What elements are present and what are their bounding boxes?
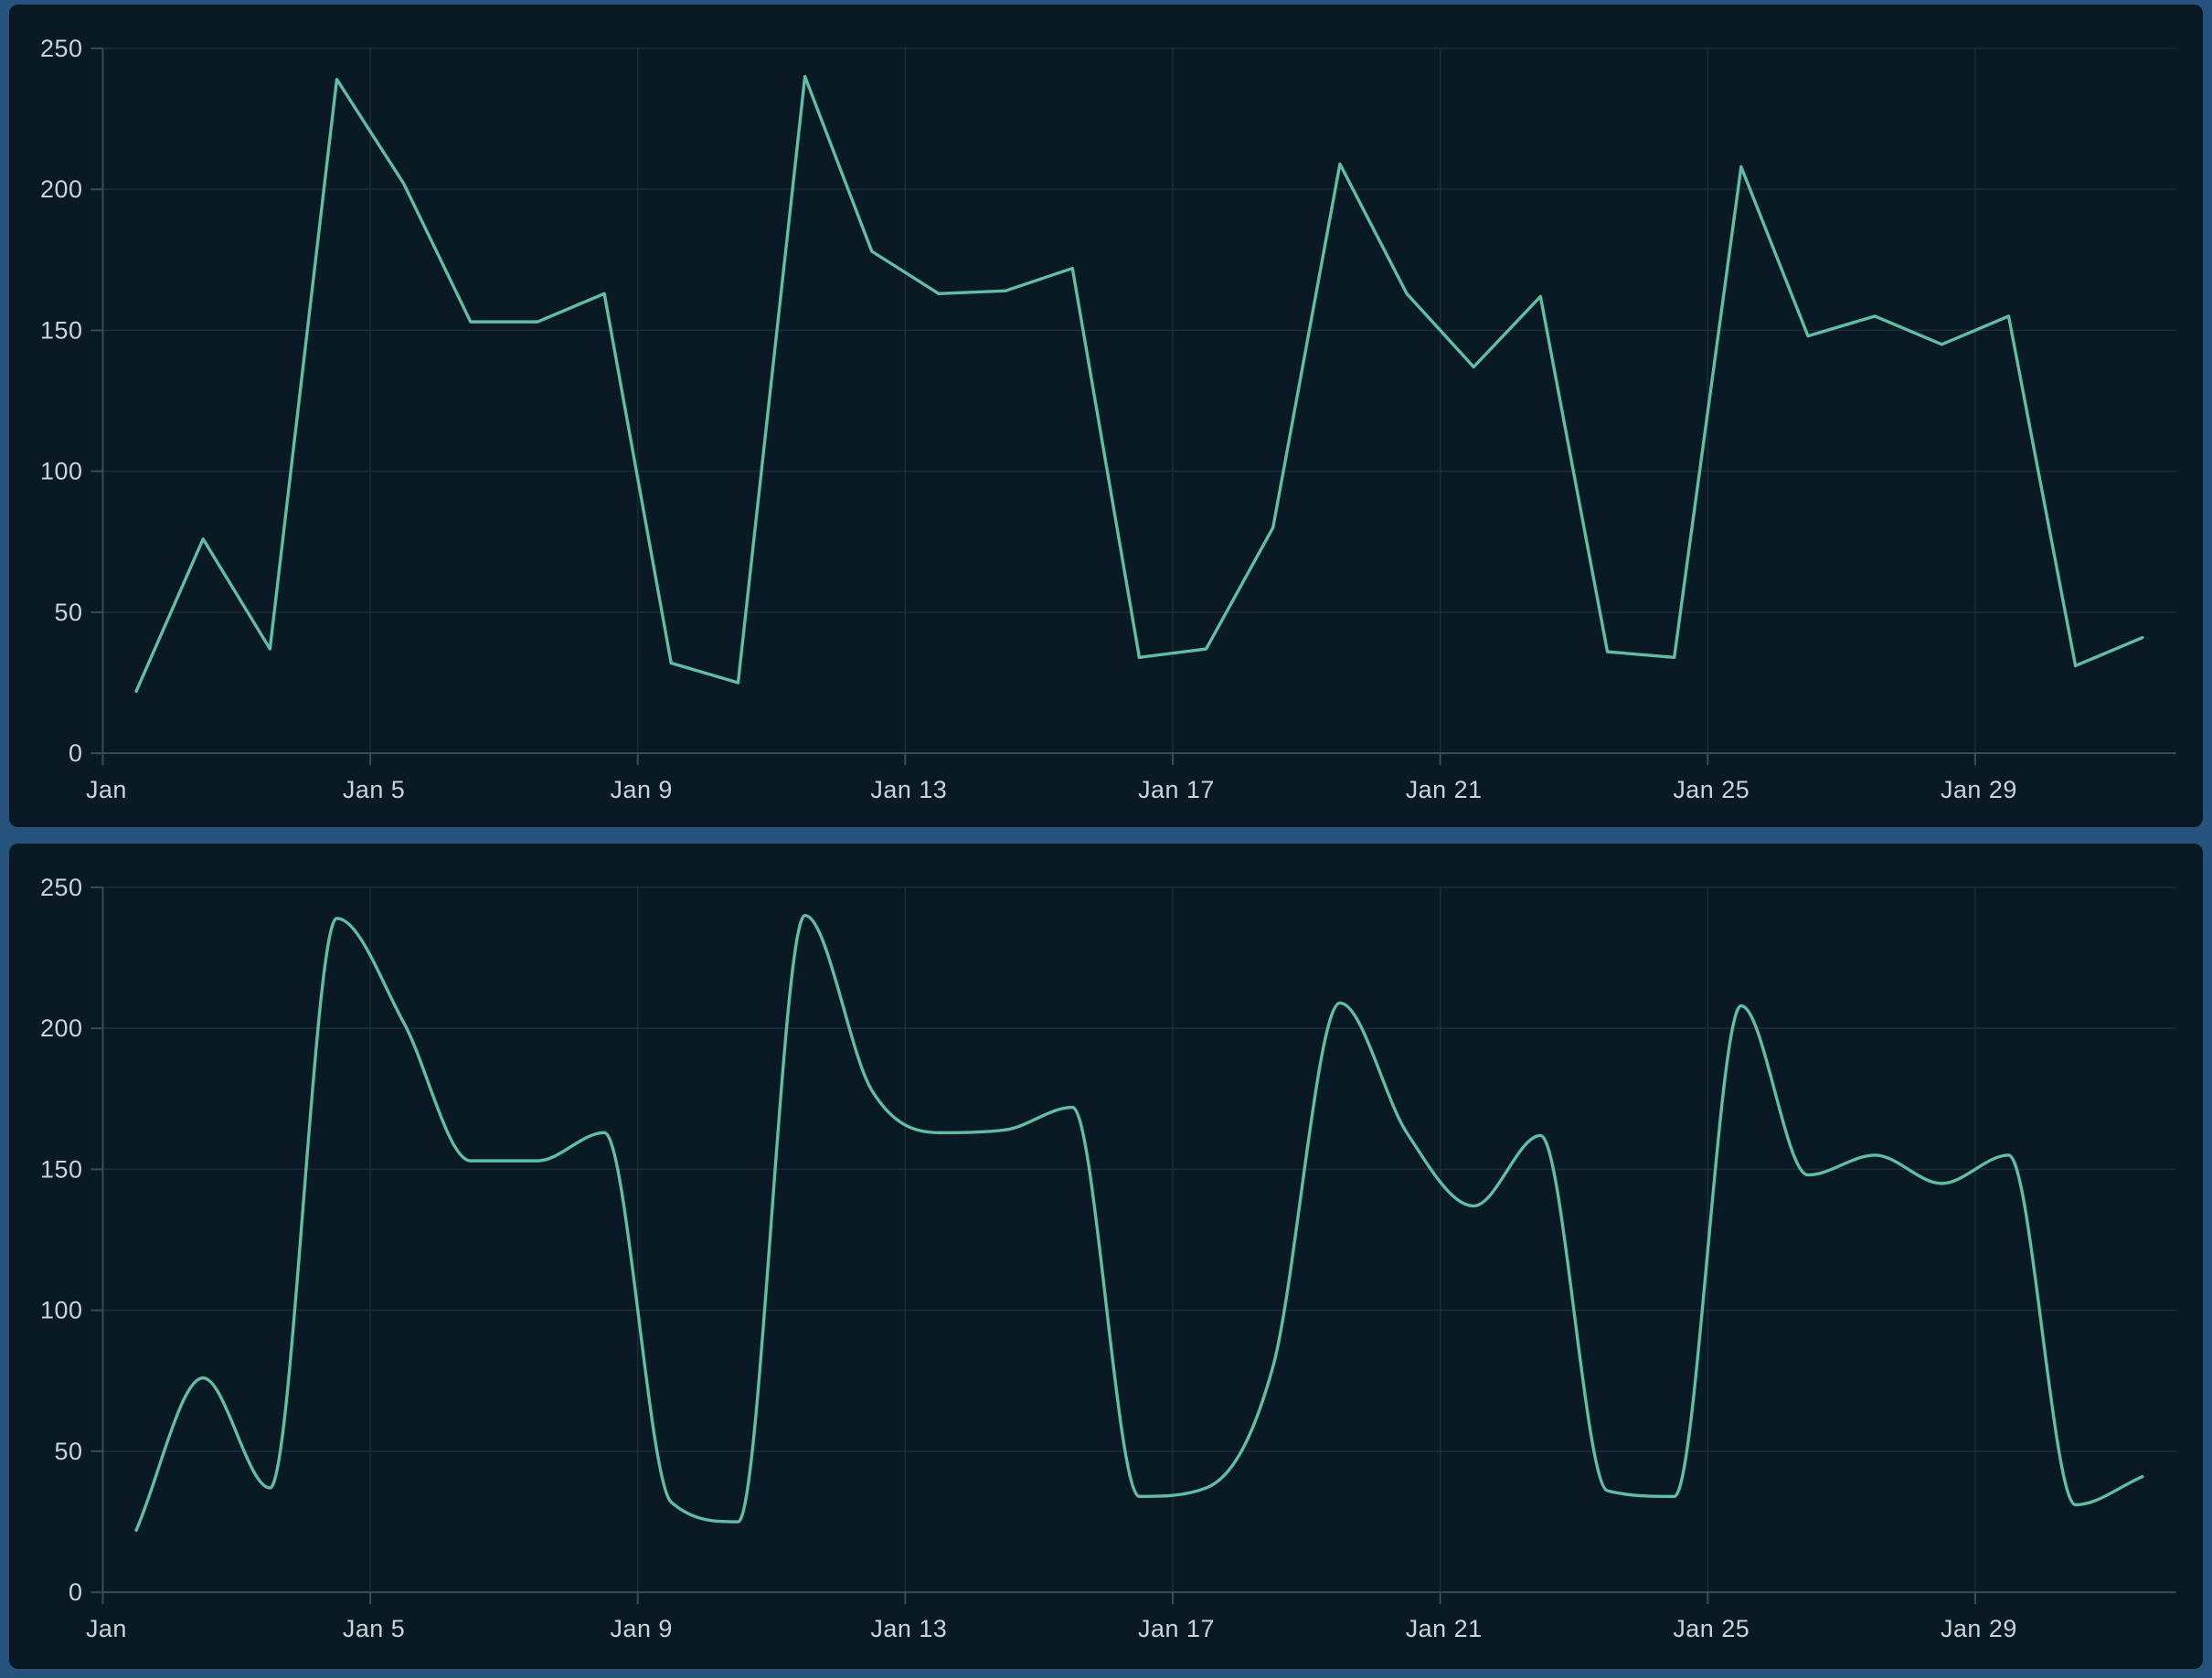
y-axis-labels: 0 50 100 150 200 250 xyxy=(40,35,103,767)
x-tick-label: Jan 17 xyxy=(1138,1615,1215,1642)
line-chart-straight: 0 50 100 150 200 250 Jan Jan 5 Jan 9 Jan 13 Jan 17… xyxy=(40,35,2176,803)
x-tick-label: Jan 29 xyxy=(1941,776,2017,803)
series-line xyxy=(134,75,2144,694)
x-tick-label: Jan 25 xyxy=(1673,1615,1749,1642)
x-axis-labels: Jan Jan 5 Jan 9 Jan 13 Jan 17 Jan 21 Jan 25 Jan… xyxy=(86,1592,2017,1642)
y-tick-label: 150 xyxy=(40,1155,82,1183)
x-tick-label: Jan xyxy=(86,776,127,803)
x-tick-label: Jan 17 xyxy=(1138,776,1215,803)
x-tick-label: Jan 29 xyxy=(1941,1615,2017,1642)
x-tick-label: Jan xyxy=(86,1615,127,1642)
y-tick-label: 150 xyxy=(40,316,82,344)
y-tick-label: 200 xyxy=(40,175,82,203)
y-tick-label: 0 xyxy=(69,739,82,767)
series-line xyxy=(134,914,2144,1533)
y-tick-label: 100 xyxy=(40,458,82,485)
x-tick-label: Jan 9 xyxy=(611,1615,673,1642)
x-tick-label: Jan 5 xyxy=(343,1615,405,1642)
x-axis-labels: Jan Jan 5 Jan 9 Jan 13 Jan 17 Jan 21 Jan 25 Jan… xyxy=(86,753,2017,803)
top-chart-panel: 0 50 100 150 200 250 Jan Jan 5 Jan 9 Jan 13 Jan 17… xyxy=(9,5,2203,827)
x-tick-label: Jan 21 xyxy=(1406,776,1483,803)
x-tick-label: Jan 9 xyxy=(611,776,673,803)
line-chart-smooth: 0 50 100 150 200 250 Jan Jan 5 Jan 9 Jan 13 Jan 17… xyxy=(40,874,2176,1642)
axes xyxy=(101,887,2176,1594)
bottom-chart-panel: 0 50 100 150 200 250 Jan Jan 5 Jan 9 Jan 13 Jan 17… xyxy=(9,844,2203,1669)
y-tick-label: 50 xyxy=(55,599,83,626)
y-axis-labels: 0 50 100 150 200 250 xyxy=(40,874,103,1606)
gridlines xyxy=(102,887,2176,1593)
gridlines xyxy=(102,48,2176,754)
x-tick-label: Jan 13 xyxy=(870,1615,947,1642)
y-tick-label: 100 xyxy=(40,1297,82,1324)
x-tick-label: Jan 13 xyxy=(870,776,947,803)
y-tick-label: 250 xyxy=(40,874,82,901)
y-tick-label: 0 xyxy=(69,1578,82,1606)
x-tick-label: Jan 5 xyxy=(343,776,405,803)
axes xyxy=(101,48,2176,755)
y-tick-label: 200 xyxy=(40,1014,82,1042)
y-tick-label: 250 xyxy=(40,35,82,62)
y-tick-label: 50 xyxy=(55,1438,83,1465)
x-tick-label: Jan 21 xyxy=(1406,1615,1483,1642)
x-tick-label: Jan 25 xyxy=(1673,776,1749,803)
